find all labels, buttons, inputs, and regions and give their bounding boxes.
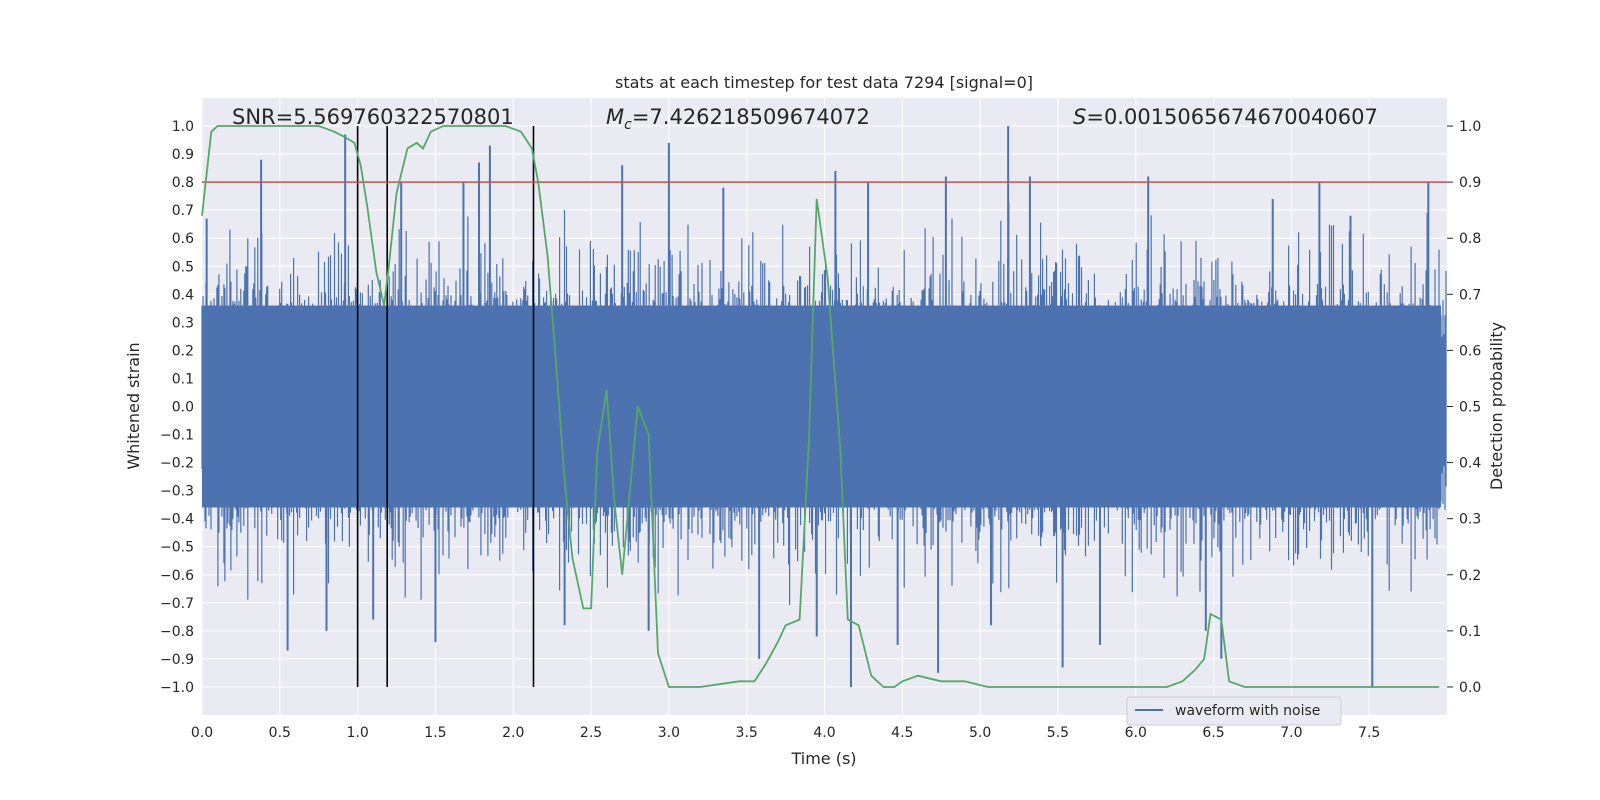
chirp-mass-annotation: Mc=7.426218509674072 xyxy=(606,105,870,133)
detection-probability-series xyxy=(201,125,1440,688)
s-annotation: S=0.0015065674670040607 xyxy=(1073,105,1378,129)
y-left-tick-label-10: 0.0 xyxy=(172,400,194,416)
y-right-tick-label-5: 0.5 xyxy=(1459,400,1481,416)
y-right-tick-label-8: 0.2 xyxy=(1459,568,1481,584)
legend-label: waveform with noise xyxy=(1175,703,1320,719)
x-tick-label-5: 2.5 xyxy=(580,725,602,741)
y-left-tick-label-11: −0.1 xyxy=(160,428,194,444)
s-value: =0.0015065674670040607 xyxy=(1086,105,1378,129)
y-right-tick-label-6: 0.4 xyxy=(1459,456,1481,472)
y-right-tick-label-2: 0.8 xyxy=(1459,231,1481,247)
x-tick-label-11: 5.5 xyxy=(1047,725,1069,741)
y-left-tick-label-14: −0.4 xyxy=(160,512,194,528)
x-tick-label-6: 3.0 xyxy=(658,725,680,741)
y-right-tick-label-10: 0.0 xyxy=(1459,680,1481,696)
y-left-tick-label-8: 0.2 xyxy=(172,343,194,359)
y-left-tick-label-3: 0.7 xyxy=(172,203,194,219)
y-right-tick-label-9: 0.1 xyxy=(1459,624,1481,640)
chirp-mass-value: =7.426218509674072 xyxy=(632,105,870,129)
y-left-tick-label-4: 0.6 xyxy=(172,231,194,247)
x-tick-label-15: 7.5 xyxy=(1358,725,1380,741)
y-left-tick-label-1: 0.9 xyxy=(172,147,194,163)
waveform-core xyxy=(202,305,1441,508)
y-left-tick-label-9: 0.1 xyxy=(172,371,194,387)
vertical-markers xyxy=(356,126,535,687)
y-left-tick-label-0: 1.0 xyxy=(172,119,194,135)
y-left-tick-label-16: −0.6 xyxy=(160,568,194,584)
detection-probability-line xyxy=(201,125,1440,688)
legend-box xyxy=(1126,696,1342,726)
y-right-axis-ticks: 1.0 0.9 0.8 0.7 0.6 0.5 0.4 0.3 0.2 0.1 0.0 xyxy=(1447,119,1481,696)
chirp-mass-subscript: c xyxy=(624,117,632,133)
y-left-tick-label-5: 0.5 xyxy=(172,259,194,275)
x-tick-label-13: 6.5 xyxy=(1202,725,1224,741)
y-left-tick-label-12: −0.2 xyxy=(160,456,194,472)
chart-title: stats at each timestep for test data 729… xyxy=(615,73,1033,92)
y-left-tick-label-7: 0.3 xyxy=(172,315,194,331)
y-right-tick-label-7: 0.3 xyxy=(1459,512,1481,528)
x-tick-label-14: 7.0 xyxy=(1280,725,1302,741)
y-right-tick-label-3: 0.7 xyxy=(1459,287,1481,303)
x-tick-label-1: 0.5 xyxy=(269,725,291,741)
y-left-tick-label-15: −0.5 xyxy=(160,540,194,556)
chirp-mass-symbol: M xyxy=(606,105,624,129)
waveform-series xyxy=(201,126,1447,687)
x-tick-label-7: 3.5 xyxy=(736,725,758,741)
x-tick-label-0: 0.0 xyxy=(191,725,213,741)
y-left-tick-label-6: 0.4 xyxy=(172,287,194,303)
x-tick-label-8: 4.0 xyxy=(813,725,835,741)
y-left-axis-label: Whitened strain xyxy=(124,342,143,469)
x-tick-label-12: 6.0 xyxy=(1125,725,1147,741)
x-tick-label-4: 2.0 xyxy=(502,725,524,741)
y-left-tick-label-17: −0.7 xyxy=(160,596,194,612)
x-tick-label-3: 1.5 xyxy=(424,725,446,741)
y-right-tick-label-4: 0.6 xyxy=(1459,343,1481,359)
y-left-tick-label-19: −0.9 xyxy=(160,652,194,668)
s-symbol: S xyxy=(1073,105,1086,129)
x-axis-label: Time (s) xyxy=(790,749,856,768)
x-tick-label-9: 4.5 xyxy=(891,725,913,741)
x-tick-label-10: 5.0 xyxy=(969,725,991,741)
y-right-tick-label-1: 0.9 xyxy=(1459,175,1481,191)
x-axis-ticks: 0.0 0.5 1.0 1.5 2.0 2.5 3.0 3.5 4.0 4.5 5.0 5.5 6.0 6… xyxy=(191,725,1380,741)
y-right-axis-label: Detection probability xyxy=(1487,322,1506,490)
snr-annotation: SNR=5.569760322570801 xyxy=(232,105,514,129)
y-left-axis-ticks: 1.0 0.9 0.8 0.7 0.6 0.5 0.4 0.3 0.2 0.1 0.0 −0.1 −0.… xyxy=(160,119,194,696)
y-right-tick-label-0: 1.0 xyxy=(1459,119,1481,135)
x-tick-label-2: 1.0 xyxy=(346,725,368,741)
y-left-tick-label-2: 0.8 xyxy=(172,175,194,191)
y-left-tick-label-18: −0.8 xyxy=(160,624,194,640)
y-left-tick-label-20: −1.0 xyxy=(160,680,194,696)
legend: waveform with noise xyxy=(1126,696,1342,726)
y-left-tick-label-13: −0.3 xyxy=(160,484,194,500)
